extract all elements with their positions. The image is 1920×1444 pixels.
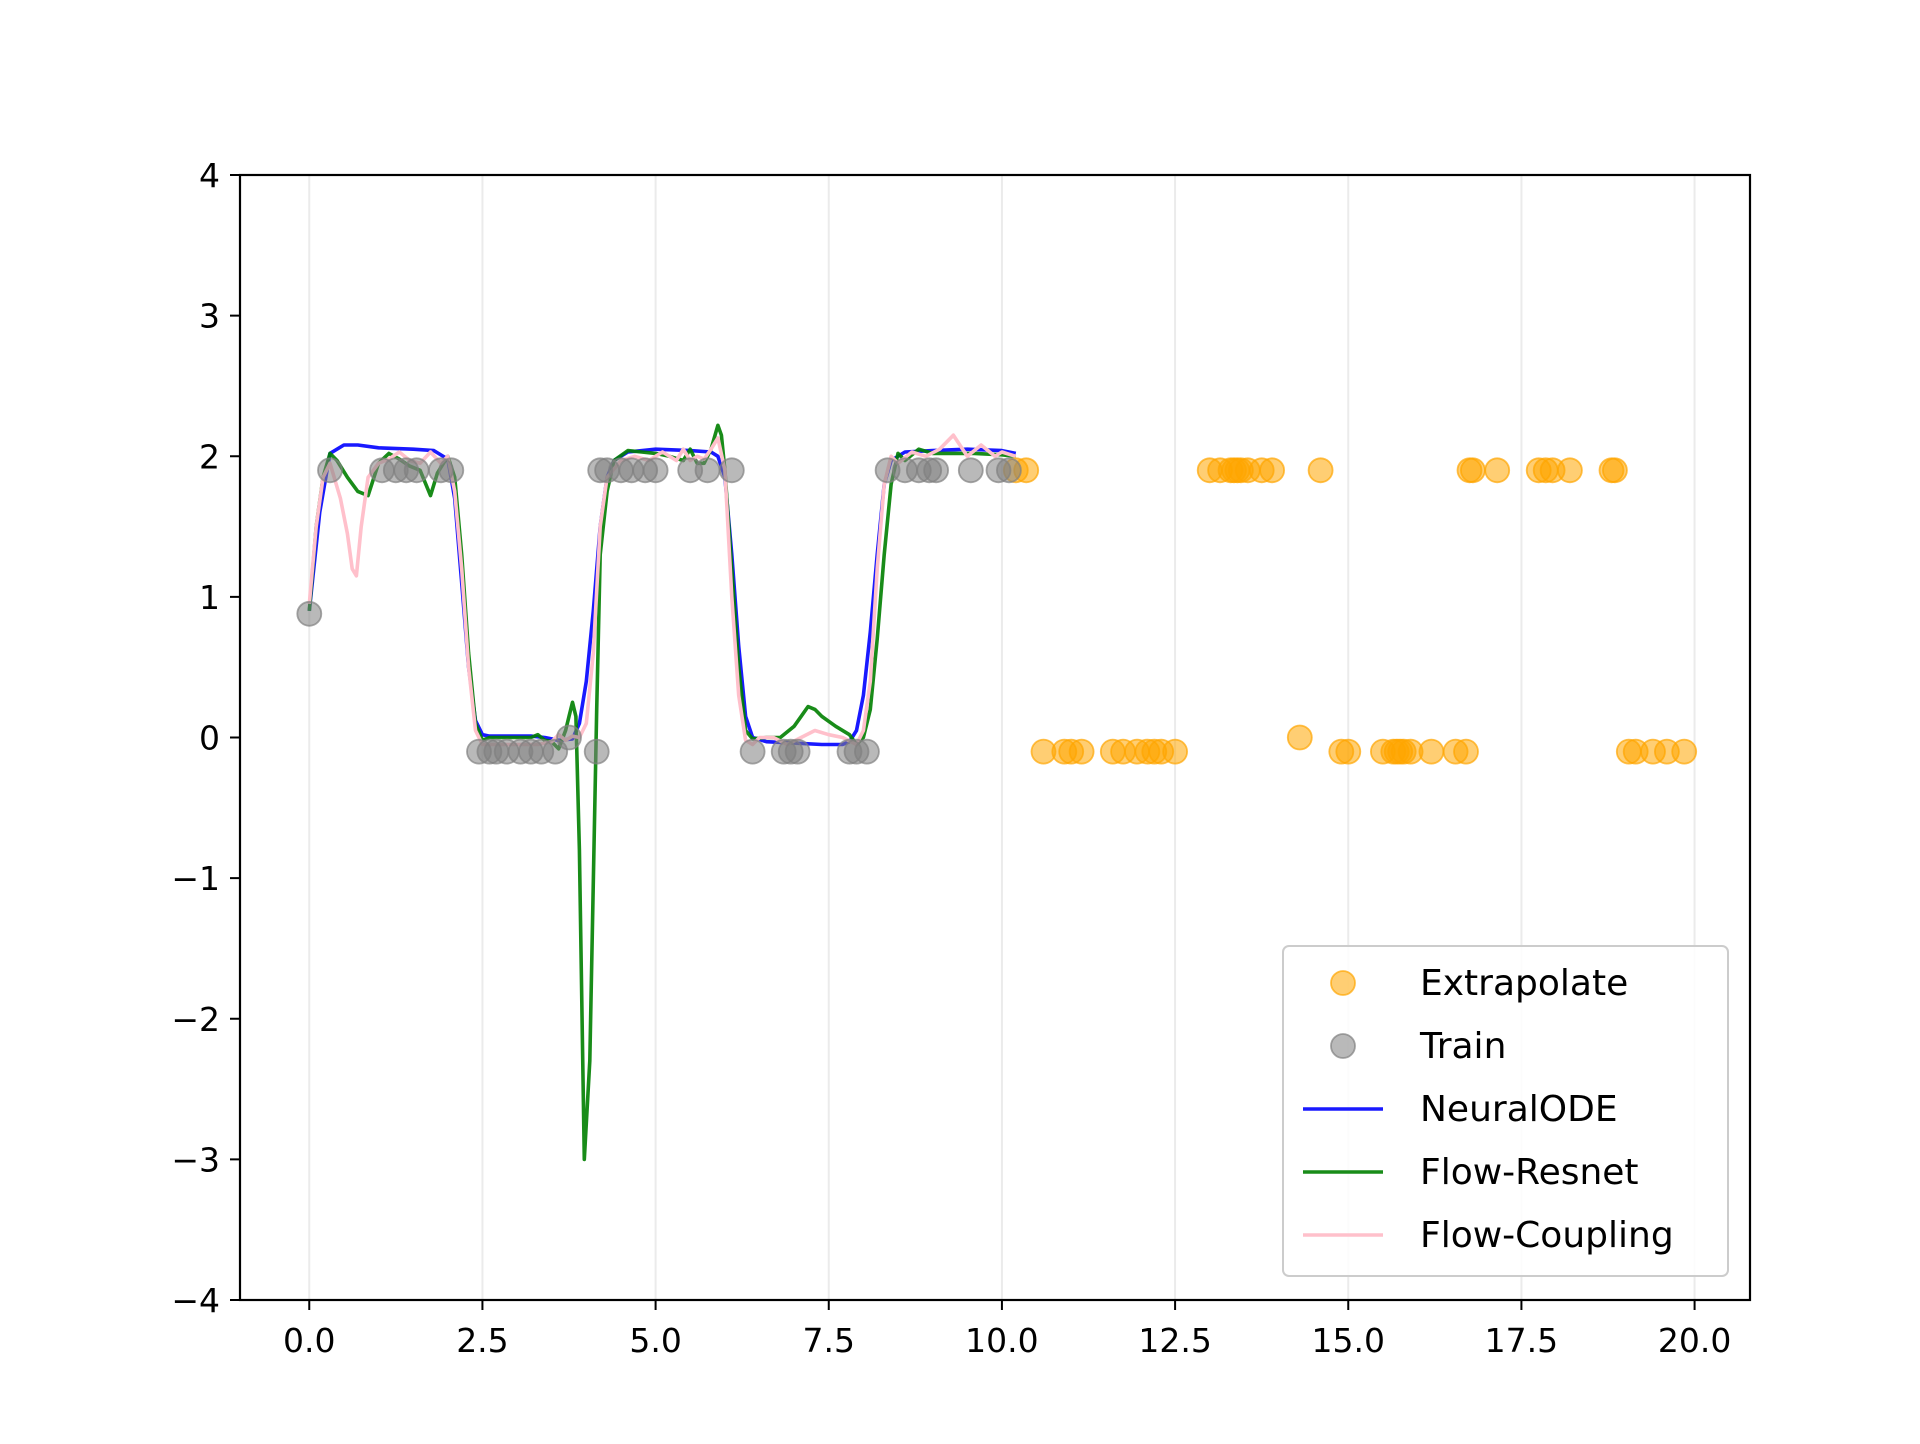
y-tick-label: 3 [199,297,220,336]
y-tick-label: 2 [199,437,220,476]
extrapolate-point [1453,738,1479,765]
y-tick-label: 1 [199,578,220,617]
extrapolate-point [1307,457,1334,484]
legend: Extrapolate Train NeuralODE Flow-Resnet Flow… [1282,945,1729,1277]
x-tick-label: 10.0 [965,1321,1038,1360]
extrapolate-point [1068,738,1095,765]
extrapolate-point [1460,457,1486,484]
y-tick-label: −1 [171,859,220,898]
train-point [694,457,721,484]
x-tick-label: 20.0 [1658,1321,1731,1360]
train-point [718,457,745,484]
plot-area [296,423,1698,1162]
x-tick-label: 5.0 [629,1321,681,1360]
train-point [438,457,465,484]
train-point [923,457,949,484]
train-point [854,738,880,765]
legend-box [1282,945,1729,1277]
x-tick-label: 0.0 [283,1321,335,1360]
x-tick-label: 12.5 [1138,1321,1211,1360]
x-tick-label: 2.5 [456,1321,508,1360]
extrapolate-point [1259,457,1285,484]
legend-label: Train [1419,1026,1506,1067]
x-axis: 0.0 2.5 5.0 7.5 10.0 12.5 15.0 17.5 20.0 [283,1300,1731,1360]
x-tick-label: 7.5 [803,1321,855,1360]
train-point [583,738,610,765]
legend-extrapolate-marker [1330,970,1356,996]
y-tick-label: −4 [171,1281,220,1320]
train-point [296,600,323,627]
legend-label: NeuralODE [1420,1089,1618,1130]
train-point [403,457,430,484]
x-tick-label: 15.0 [1312,1321,1385,1360]
y-tick-label: −3 [171,1140,220,1179]
legend-label: Flow-Resnet [1420,1152,1639,1193]
train-point [996,457,1022,484]
x-tick-label: 17.5 [1485,1321,1558,1360]
legend-label: Flow-Coupling [1420,1215,1674,1256]
points-layer [296,457,1698,765]
legend-train-marker [1330,1033,1356,1059]
extrapolate-point [1602,457,1628,484]
extrapolate-point [1162,738,1188,765]
train-point [317,457,343,484]
extrapolate-point [1484,457,1511,484]
train-point [957,457,984,484]
extrapolate-point [1286,724,1313,751]
extrapolate-point [1335,738,1362,765]
train-point [739,738,766,765]
extrapolate-point [1418,738,1445,765]
extrapolate-point [1557,457,1583,484]
train-point [642,457,669,484]
train-point [784,738,811,765]
extrapolate-point [1671,738,1698,765]
y-tick-label: 4 [199,156,220,195]
y-tick-label: −2 [171,1000,220,1039]
y-tick-label: 0 [199,719,220,758]
legend-label: Extrapolate [1420,963,1628,1004]
train-point [556,724,582,751]
y-axis: −4 −3 −2 −1 0 1 2 3 4 [171,156,240,1320]
